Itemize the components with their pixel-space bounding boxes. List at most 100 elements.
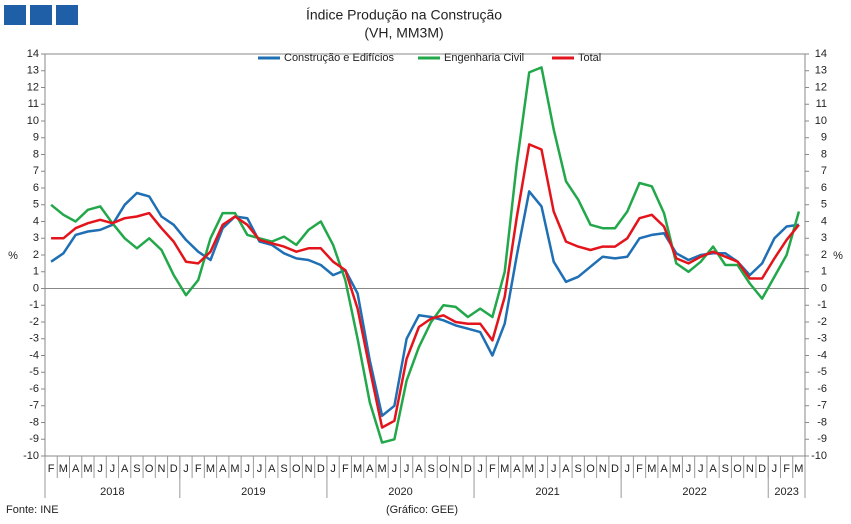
x-tick-label: J — [183, 463, 189, 475]
data-line — [51, 143, 800, 429]
y-tick-label: 9 — [33, 132, 39, 144]
x-tick-label: O — [292, 463, 301, 475]
x-tick-label: M — [206, 463, 215, 475]
x-tick-label: F — [489, 463, 496, 475]
y2-tick-label: -5 — [817, 366, 827, 378]
x-tick-label: N — [452, 463, 460, 475]
y-tick-label: 10 — [27, 115, 39, 127]
x-tick-label: N — [599, 463, 607, 475]
x-tick-label: F — [342, 463, 349, 475]
y-tick-label: -7 — [29, 400, 39, 412]
x-tick-label: J — [686, 463, 692, 475]
x-tick-label: O — [733, 463, 742, 475]
year-label: 2019 — [241, 486, 265, 498]
x-tick-label: N — [746, 463, 754, 475]
x-tick-label: O — [145, 463, 154, 475]
y-tick-label: 1 — [33, 266, 39, 278]
legend-label: Total — [578, 52, 601, 64]
x-tick-label: D — [464, 463, 472, 475]
logo-block — [56, 5, 78, 25]
x-tick-label: F — [195, 463, 202, 475]
y2-tick-label: -8 — [817, 416, 827, 428]
x-tick-label: F — [48, 463, 55, 475]
x-tick-label: S — [722, 463, 729, 475]
year-label: 2018 — [100, 486, 124, 498]
x-tick-label: J — [330, 463, 336, 475]
y2-tick-label: 13 — [815, 65, 827, 77]
x-tick-label: J — [477, 463, 483, 475]
data-line — [50, 66, 801, 444]
x-tick-label: A — [513, 463, 521, 475]
year-label: 2023 — [774, 486, 798, 498]
y-tick-label: 0 — [33, 282, 39, 294]
x-tick-label: J — [551, 463, 557, 475]
y-tick-label: 2 — [33, 249, 39, 261]
y-tick-label: 13 — [27, 65, 39, 77]
y2-tick-label: -7 — [817, 400, 827, 412]
y-tick-label: -8 — [29, 416, 39, 428]
y2-tick-label: 10 — [815, 115, 827, 127]
y-tick-label: 7 — [33, 165, 39, 177]
y2-tick-label: 12 — [815, 81, 827, 93]
y2-tick-label: 7 — [821, 165, 827, 177]
y2-axis-label: % — [833, 250, 843, 262]
y-tick-label: -5 — [29, 366, 39, 378]
x-tick-label: J — [257, 463, 263, 475]
y2-tick-label: 4 — [821, 215, 827, 227]
chart-subtitle: (VH, MM3M) — [364, 25, 443, 41]
y-tick-label: 3 — [33, 232, 39, 244]
x-tick-label: D — [611, 463, 619, 475]
logo-block — [30, 5, 52, 25]
x-tick-label: M — [500, 463, 509, 475]
x-tick-label: J — [539, 463, 545, 475]
y-tick-label: -9 — [29, 433, 39, 445]
x-tick-label: D — [758, 463, 766, 475]
y2-tick-label: 0 — [821, 282, 827, 294]
y-tick-label: -2 — [29, 316, 39, 328]
credit: (Gráfico: GEE) — [386, 504, 458, 516]
y2-tick-label: 9 — [821, 132, 827, 144]
x-tick-label: M — [672, 463, 681, 475]
x-tick-label: O — [586, 463, 595, 475]
x-tick-label: S — [427, 463, 434, 475]
data-line — [50, 190, 800, 418]
x-tick-label: S — [133, 463, 140, 475]
plot-frame — [44, 53, 806, 457]
x-tick-label: J — [772, 463, 778, 475]
x-tick-label: J — [698, 463, 704, 475]
legend-label: Engenharia Civil — [444, 52, 524, 64]
y-tick-label: -6 — [29, 383, 39, 395]
y-tick-label: 5 — [33, 199, 39, 211]
y2-tick-label: 14 — [815, 48, 827, 60]
x-tick-label: J — [625, 463, 631, 475]
y2-tick-label: -2 — [817, 316, 827, 328]
x-tick-label: M — [647, 463, 656, 475]
y2-tick-label: -3 — [817, 333, 827, 345]
x-tick-label: A — [219, 463, 227, 475]
y-axis-label: % — [8, 250, 18, 262]
year-label: 2020 — [388, 486, 412, 498]
x-tick-label: S — [280, 463, 287, 475]
x-tick-label: J — [392, 463, 398, 475]
y2-tick-label: -6 — [817, 383, 827, 395]
y2-tick-label: 2 — [821, 249, 827, 261]
source: Fonte: INE — [6, 504, 59, 516]
x-tick-label: A — [121, 463, 129, 475]
y2-tick-label: -9 — [817, 433, 827, 445]
y-tick-label: 4 — [33, 215, 39, 227]
x-tick-label: S — [575, 463, 582, 475]
x-tick-label: M — [378, 463, 387, 475]
y-tick-label: 12 — [27, 81, 39, 93]
year-label: 2022 — [682, 486, 706, 498]
y2-tick-label: 1 — [821, 266, 827, 278]
x-tick-label: J — [245, 463, 251, 475]
y2-tick-label: -4 — [817, 349, 827, 361]
x-tick-label: A — [366, 463, 374, 475]
y2-tick-label: 6 — [821, 182, 827, 194]
x-tick-label: O — [439, 463, 448, 475]
y2-tick-label: 8 — [821, 148, 827, 160]
y-tick-label: -3 — [29, 333, 39, 345]
x-tick-label: A — [562, 463, 570, 475]
x-tick-label: A — [415, 463, 423, 475]
